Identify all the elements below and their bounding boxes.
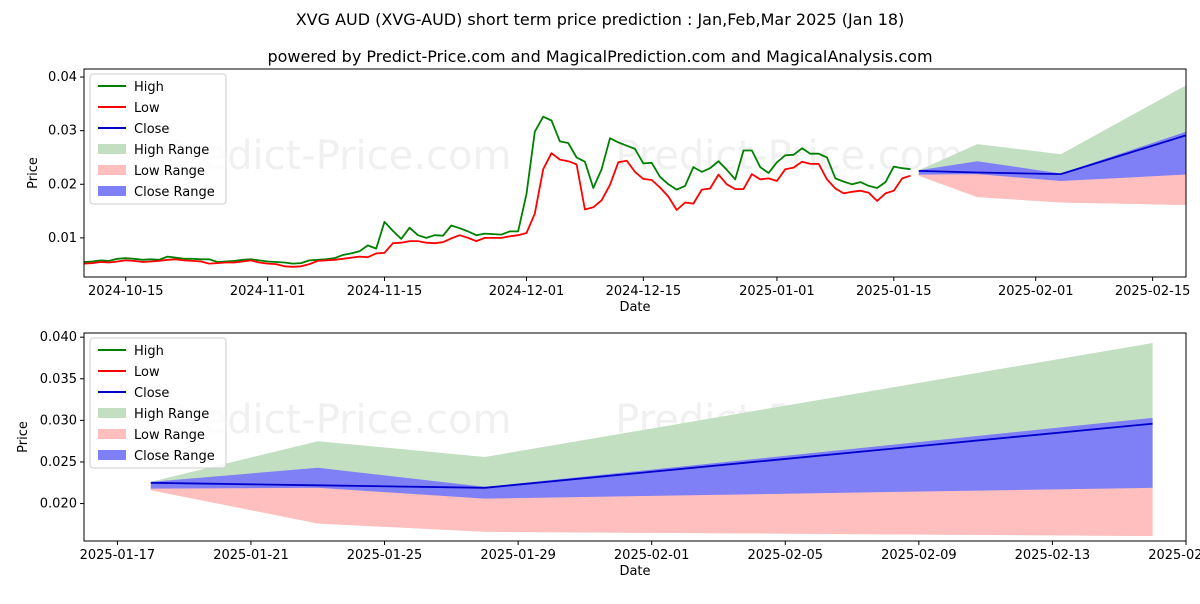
y-tick-label: 0.030 bbox=[40, 413, 77, 428]
legend-label: Close Range bbox=[134, 449, 215, 464]
y-tick-label: 0.04 bbox=[48, 70, 77, 85]
x-tick-label: 2025-01-25 bbox=[347, 548, 423, 563]
y-tick-label: 0.03 bbox=[48, 124, 77, 139]
x-tick-label: 2025-01-21 bbox=[213, 548, 289, 563]
x-tick-label: 2025-01-01 bbox=[739, 284, 815, 299]
legend-patch-swatch bbox=[98, 165, 126, 175]
close-range-band bbox=[150, 417, 1153, 499]
legend-label: Low Range bbox=[134, 428, 205, 443]
y-tick-label: 0.025 bbox=[40, 455, 77, 470]
bottom-axes-frame bbox=[83, 332, 1187, 542]
y-axis-label: Price bbox=[16, 421, 31, 453]
x-tick-label: 2024-11-01 bbox=[230, 284, 306, 299]
y-tick-label: 0.035 bbox=[40, 372, 77, 387]
legend-label: High Range bbox=[134, 143, 209, 158]
x-tick-label: 2024-10-15 bbox=[88, 284, 164, 299]
x-tick-label: 2025-02-05 bbox=[747, 548, 823, 563]
x-tick-label: 2025-02-09 bbox=[881, 548, 957, 563]
y-axis-label: Price bbox=[26, 157, 41, 189]
y-tick-label: 0.01 bbox=[48, 231, 77, 246]
close-forecast-line bbox=[150, 422, 1153, 489]
top-plot-area bbox=[84, 85, 1186, 268]
legend-label: Low bbox=[134, 101, 160, 116]
legend-patch-swatch bbox=[98, 144, 126, 154]
legend-label: High Range bbox=[134, 407, 209, 422]
legend-label: Close bbox=[134, 122, 169, 137]
top-panel: Predict-Price.com Predict-Price.com0.010.… bbox=[26, 68, 1191, 315]
x-tick-label: 2024-12-15 bbox=[606, 284, 682, 299]
close-forecast-line bbox=[918, 134, 1186, 176]
legend-patch-swatch bbox=[98, 408, 126, 418]
x-tick-label: 2025-02-17 bbox=[1148, 548, 1200, 563]
bottom-panel: Predict-Price.comPredict-Price.com0.0200… bbox=[16, 330, 1200, 579]
y-tick-label: 0.040 bbox=[40, 330, 77, 345]
x-tick-label: 2025-01-15 bbox=[856, 284, 932, 299]
low-range-band bbox=[918, 170, 1186, 206]
y-tick-label: 0.020 bbox=[40, 497, 77, 512]
legend-label: Close bbox=[134, 386, 169, 401]
x-tick-label: 2025-01-17 bbox=[80, 548, 156, 563]
x-axis-label: Date bbox=[619, 564, 650, 579]
legend-patch-swatch bbox=[98, 186, 126, 196]
x-tick-label: 2024-11-15 bbox=[347, 284, 423, 299]
legend-label: High bbox=[134, 80, 164, 95]
legend-label: Low bbox=[134, 365, 160, 380]
x-tick-label: 2025-02-01 bbox=[998, 284, 1074, 299]
legend-patch-swatch bbox=[98, 450, 126, 460]
chart-subtitle: powered by Predict-Price.com and Magical… bbox=[267, 47, 932, 66]
legend-label: High bbox=[134, 344, 164, 359]
low-series-line bbox=[84, 152, 911, 268]
x-axis-label: Date bbox=[619, 300, 650, 315]
x-tick-label: 2025-01-29 bbox=[480, 548, 556, 563]
high-series-line bbox=[84, 115, 911, 265]
x-tick-label: 2025-02-01 bbox=[614, 548, 690, 563]
legend-patch-swatch bbox=[98, 429, 126, 439]
top-axes-frame bbox=[83, 68, 1187, 278]
y-tick-label: 0.02 bbox=[48, 177, 77, 192]
chart-title: XVG AUD (XVG-AUD) short term price predi… bbox=[296, 10, 905, 29]
bottom-plot-area bbox=[150, 343, 1153, 536]
low-range-band bbox=[150, 481, 1153, 536]
x-tick-label: 2025-02-15 bbox=[1115, 284, 1191, 299]
legend-label: Low Range bbox=[134, 164, 205, 179]
close-range-band bbox=[918, 131, 1186, 181]
x-tick-label: 2024-12-01 bbox=[489, 284, 565, 299]
x-tick-label: 2025-02-13 bbox=[1015, 548, 1091, 563]
legend-label: Close Range bbox=[134, 185, 215, 200]
